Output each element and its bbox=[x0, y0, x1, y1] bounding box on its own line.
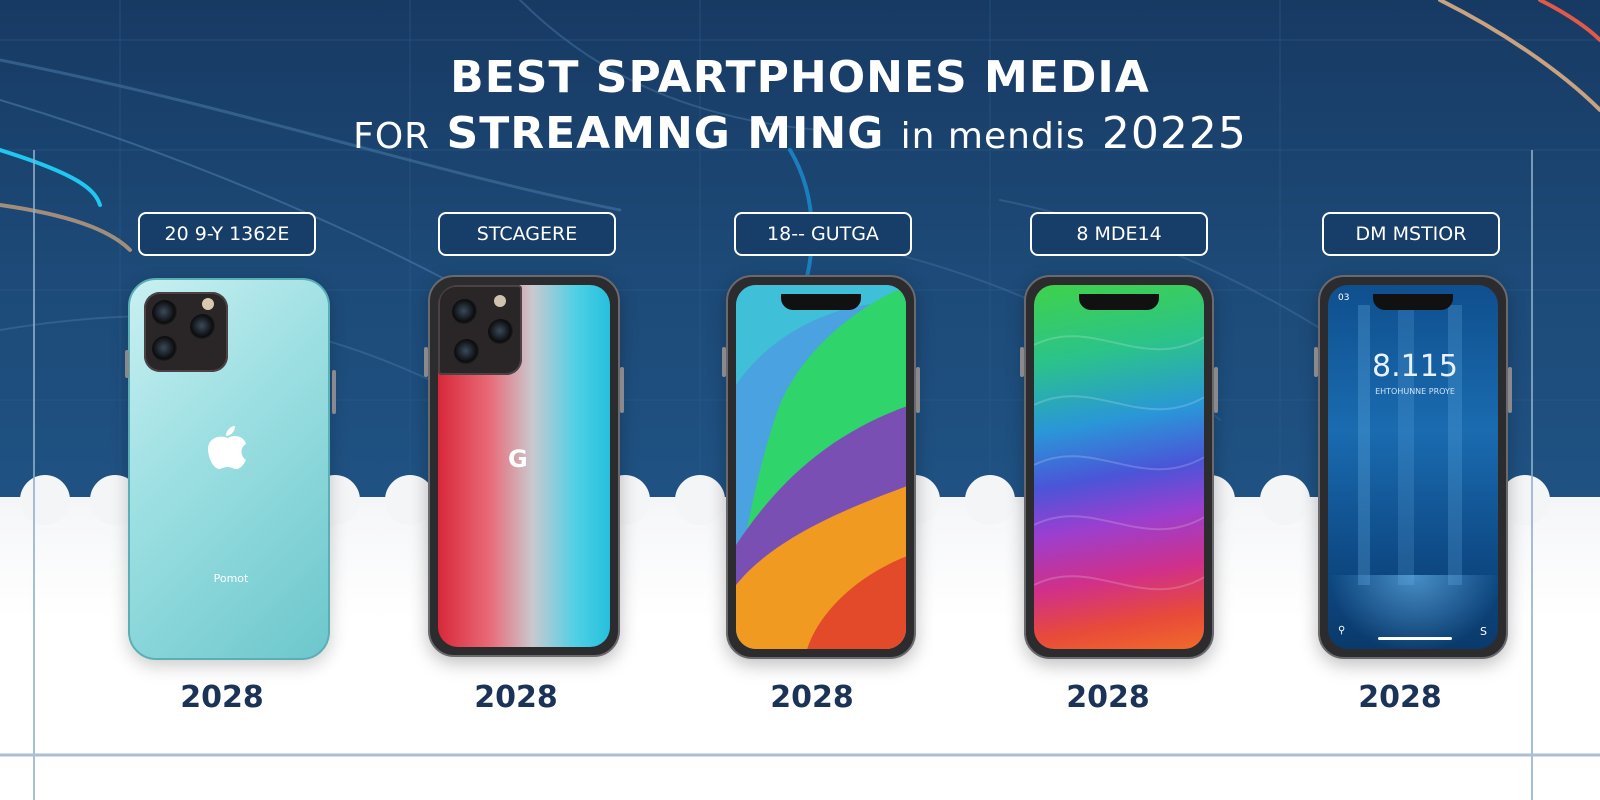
phone-3-screen bbox=[736, 285, 906, 649]
power-button bbox=[1508, 367, 1512, 413]
camera-module bbox=[438, 285, 522, 375]
power-button bbox=[332, 370, 336, 414]
page-title-line-1: BEST SPARTPHONES MEDIA bbox=[450, 52, 1150, 103]
apple-logo-icon bbox=[208, 426, 246, 470]
volume-button bbox=[1314, 347, 1318, 377]
wallpaper-waves bbox=[736, 285, 906, 649]
notch bbox=[781, 294, 861, 310]
phone-2[interactable]: G bbox=[424, 275, 624, 657]
power-button bbox=[1214, 367, 1218, 413]
phone-5-screen: 03 8.115 EHTOHUNNE PROYE ⚲ S bbox=[1328, 285, 1498, 649]
flash-icon bbox=[202, 298, 214, 310]
phone-4[interactable] bbox=[1020, 275, 1218, 659]
wallpaper-stripes bbox=[1034, 335, 1204, 591]
status-time: 03 bbox=[1338, 293, 1350, 303]
phone-1[interactable]: Pomot bbox=[125, 278, 336, 660]
light-beam bbox=[1358, 305, 1370, 585]
power-button bbox=[620, 367, 624, 413]
phone-5-label[interactable]: DM MSTIOR bbox=[1322, 212, 1500, 256]
phone-1-label[interactable]: 20 9-Y 1362E bbox=[138, 212, 316, 256]
phone-2-year: 2028 bbox=[474, 680, 558, 715]
camera-lens-icon bbox=[152, 336, 178, 362]
phone-4-screen bbox=[1034, 285, 1204, 649]
title-year: 20225 bbox=[1101, 108, 1247, 159]
camera-lens-icon bbox=[190, 314, 216, 340]
page-title-line-2: FOR STREAMNG MING in mendis 20225 bbox=[0, 108, 1600, 159]
g-logo-icon: G bbox=[508, 445, 528, 473]
flashlight-icon[interactable]: ⚲ bbox=[1338, 625, 1346, 636]
camera-lens-icon bbox=[452, 299, 478, 325]
phone-4-year: 2028 bbox=[1066, 680, 1150, 715]
phone-3[interactable] bbox=[722, 275, 920, 659]
floor-glow bbox=[1328, 575, 1498, 649]
phone-3-label[interactable]: 18-- GUTGA bbox=[734, 212, 912, 256]
camera-lens-icon bbox=[454, 339, 480, 365]
back-text: Pomot bbox=[213, 572, 249, 585]
phone-4-label[interactable]: 8 MDE14 bbox=[1030, 212, 1208, 256]
light-beam bbox=[1398, 305, 1414, 585]
notch bbox=[1373, 294, 1453, 310]
phone-2-label[interactable]: STCAGERE bbox=[438, 212, 616, 256]
light-beam bbox=[1448, 305, 1462, 585]
title-prefix: FOR bbox=[353, 116, 431, 157]
camera-module bbox=[144, 292, 228, 372]
power-button bbox=[916, 367, 920, 413]
volume-button bbox=[1020, 347, 1024, 377]
camera-lens-icon bbox=[152, 300, 178, 326]
notch bbox=[1079, 294, 1159, 310]
phone-1-year: 2028 bbox=[180, 680, 264, 715]
camera-shortcut-icon[interactable]: S bbox=[1480, 625, 1487, 638]
phone-3-year: 2028 bbox=[770, 680, 854, 715]
phone-2-back: G bbox=[438, 285, 610, 647]
phone-5-year: 2028 bbox=[1358, 680, 1442, 715]
title-main: STREAMNG MING bbox=[446, 108, 885, 159]
phone-5[interactable]: 03 8.115 EHTOHUNNE PROYE ⚲ S bbox=[1314, 275, 1512, 659]
volume-button bbox=[125, 350, 129, 378]
title-light: in mendis bbox=[900, 116, 1086, 157]
flash-icon bbox=[494, 295, 506, 307]
volume-button bbox=[424, 347, 428, 377]
lock-date: EHTOHUNNE PROYE bbox=[1375, 387, 1455, 396]
camera-lens-icon bbox=[488, 319, 514, 345]
volume-button bbox=[722, 347, 726, 377]
home-indicator[interactable] bbox=[1378, 637, 1452, 640]
lock-clock: 8.115 bbox=[1372, 349, 1458, 384]
